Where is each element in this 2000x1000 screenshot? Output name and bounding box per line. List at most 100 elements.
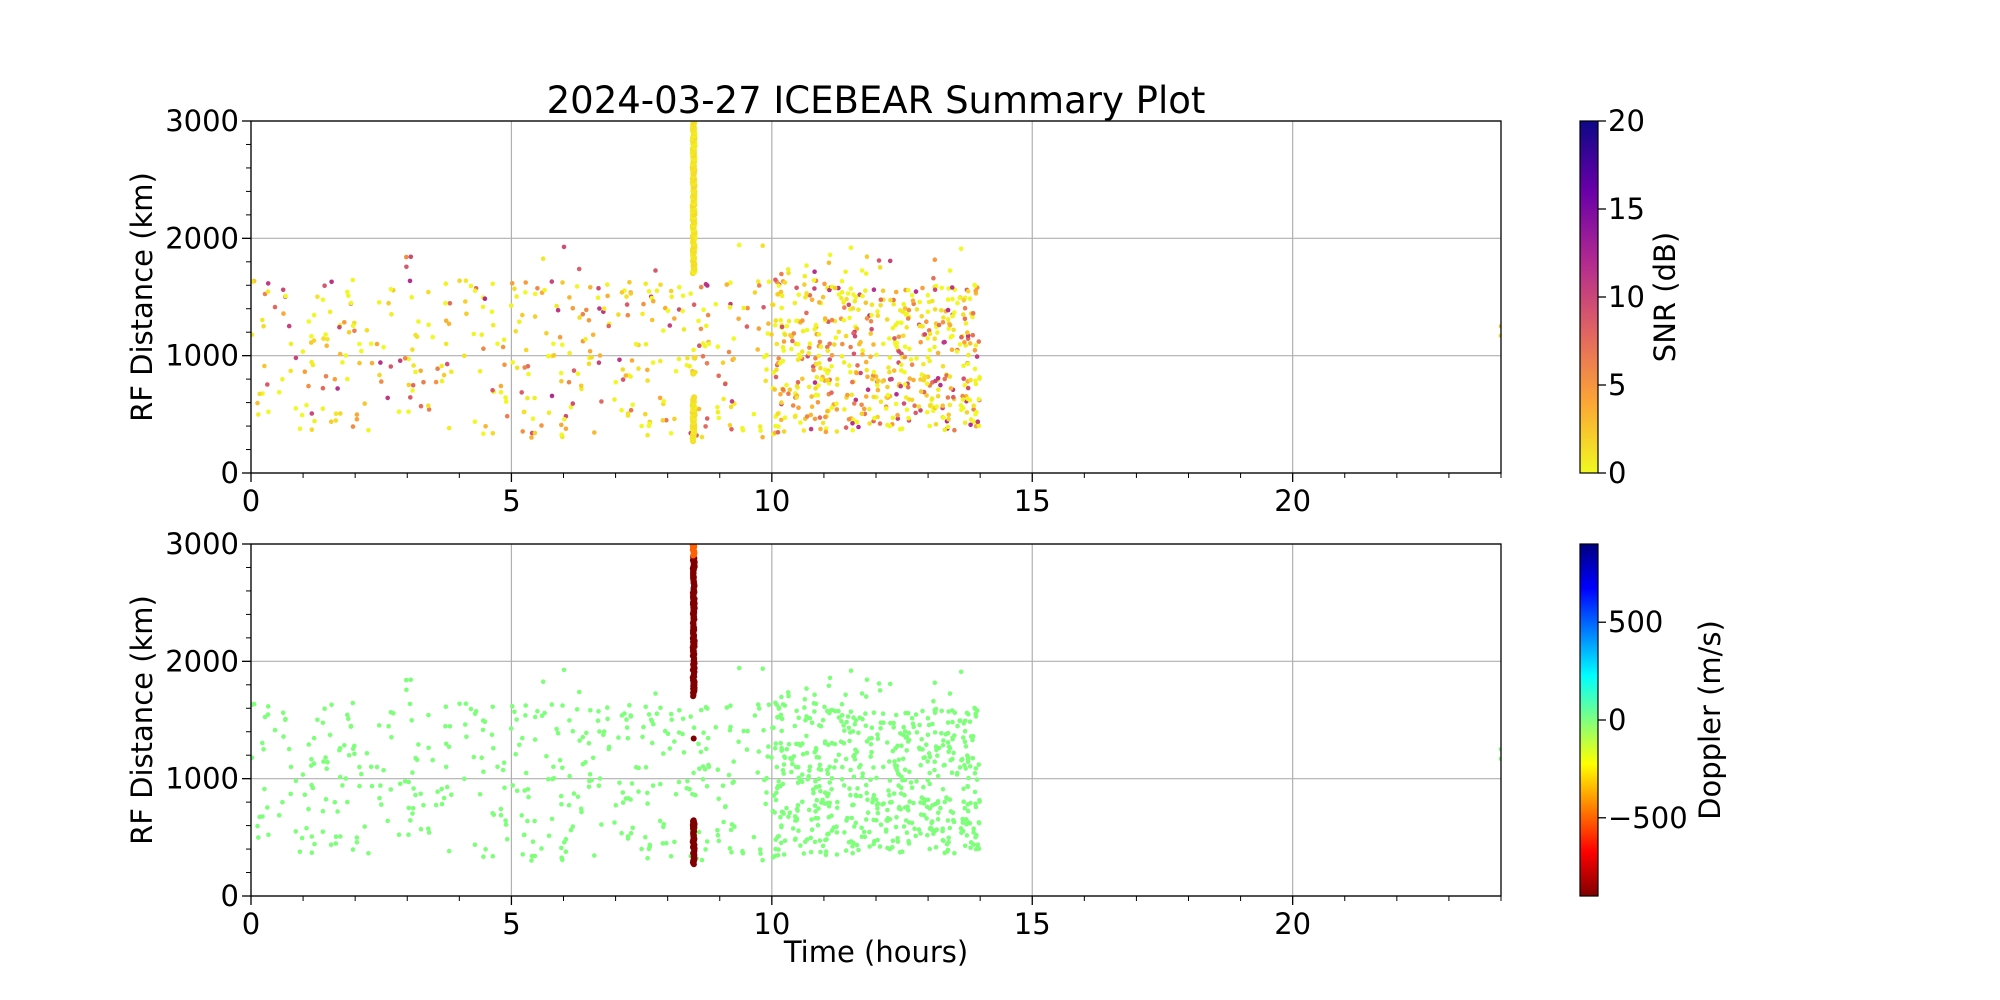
snr-point xyxy=(970,332,976,338)
doppler-point xyxy=(757,847,763,852)
doppler-point xyxy=(727,846,733,851)
doppler-point xyxy=(902,792,907,798)
snr-point xyxy=(761,305,766,310)
snr-point xyxy=(728,280,733,286)
doppler-point xyxy=(894,767,900,773)
snr-point xyxy=(698,326,704,332)
snr-point xyxy=(850,306,856,311)
doppler-point xyxy=(911,800,916,806)
snr-point xyxy=(413,369,418,375)
doppler-point xyxy=(601,729,607,734)
doppler-point xyxy=(878,720,884,725)
doppler-point xyxy=(333,841,339,846)
doppler-point xyxy=(649,740,655,746)
snr-point xyxy=(852,333,858,339)
snr-point xyxy=(818,426,823,432)
snr-point xyxy=(812,269,817,275)
x-tick-label: 0 xyxy=(242,484,260,518)
snr-point xyxy=(901,301,906,307)
snr-point xyxy=(891,368,897,373)
doppler-point xyxy=(519,813,524,818)
snr-point xyxy=(796,405,801,411)
doppler-point xyxy=(902,767,908,772)
snr-point xyxy=(812,380,818,385)
snr-point xyxy=(338,411,343,416)
x-tick-label: 5 xyxy=(502,484,520,518)
doppler-point xyxy=(680,716,686,722)
doppler-point xyxy=(775,715,781,720)
doppler-point xyxy=(502,785,507,791)
doppler-point xyxy=(560,703,565,708)
snr-point xyxy=(328,419,334,425)
doppler-point xyxy=(816,806,821,811)
doppler-point xyxy=(283,716,288,722)
x-tick-label: 15 xyxy=(1014,484,1051,518)
snr-point xyxy=(920,285,925,291)
doppler-plot-frame xyxy=(250,543,1502,897)
doppler-point xyxy=(918,762,923,768)
snr-point xyxy=(808,412,814,418)
snr-point xyxy=(348,300,354,306)
snr-point xyxy=(813,386,818,391)
doppler-point xyxy=(529,858,534,863)
doppler-point xyxy=(646,846,652,852)
doppler-point xyxy=(501,760,507,765)
snr-point xyxy=(939,285,944,291)
doppler-point xyxy=(909,716,915,721)
snr-point xyxy=(780,345,786,350)
doppler-point xyxy=(973,766,979,771)
doppler-point xyxy=(404,677,409,683)
snr-point xyxy=(620,377,626,382)
snr-point xyxy=(532,430,538,436)
snr-point xyxy=(775,292,781,297)
doppler-point xyxy=(522,788,527,793)
doppler-point xyxy=(848,709,854,714)
doppler-point xyxy=(932,710,938,716)
doppler-point xyxy=(625,735,631,741)
snr-point xyxy=(914,356,919,361)
snr-point xyxy=(310,362,316,368)
doppler-point xyxy=(962,843,968,849)
snr-point xyxy=(426,322,431,328)
doppler-point xyxy=(665,731,671,737)
snr-point xyxy=(320,406,326,412)
doppler-point xyxy=(822,704,827,710)
doppler-point xyxy=(624,717,629,722)
snr-point xyxy=(408,254,414,260)
doppler-point xyxy=(947,825,953,831)
snr-point xyxy=(832,342,837,347)
snr-point xyxy=(586,318,592,323)
doppler-point xyxy=(745,728,750,734)
snr-point xyxy=(498,389,504,395)
snr-point xyxy=(625,411,631,416)
doppler-point xyxy=(823,837,828,843)
doppler-point xyxy=(776,706,782,711)
doppler-point xyxy=(961,735,966,740)
colorbar-tick-label: 15 xyxy=(1608,192,1645,226)
snr-point xyxy=(850,379,855,385)
doppler-point xyxy=(940,826,945,831)
snr-point xyxy=(645,378,650,383)
x-tick-label: 0 xyxy=(242,907,260,941)
doppler-point xyxy=(345,799,350,805)
doppler-point xyxy=(913,712,919,717)
doppler-point xyxy=(963,744,969,749)
doppler-point xyxy=(948,809,954,814)
doppler-point xyxy=(520,735,525,741)
doppler-point xyxy=(698,749,704,755)
doppler-point xyxy=(958,669,964,675)
doppler-point xyxy=(836,715,842,720)
snr-point xyxy=(772,387,777,392)
doppler-point xyxy=(859,691,865,696)
snr-point xyxy=(804,327,810,333)
snr-point xyxy=(483,424,488,429)
snr-point xyxy=(886,365,891,370)
doppler-point xyxy=(856,847,861,853)
doppler-point xyxy=(850,850,855,856)
snr-point xyxy=(905,316,911,321)
snr-point xyxy=(306,383,311,389)
doppler-point xyxy=(413,792,418,798)
snr-point xyxy=(443,301,448,306)
snr-point xyxy=(464,311,469,317)
snr-point xyxy=(786,270,791,276)
